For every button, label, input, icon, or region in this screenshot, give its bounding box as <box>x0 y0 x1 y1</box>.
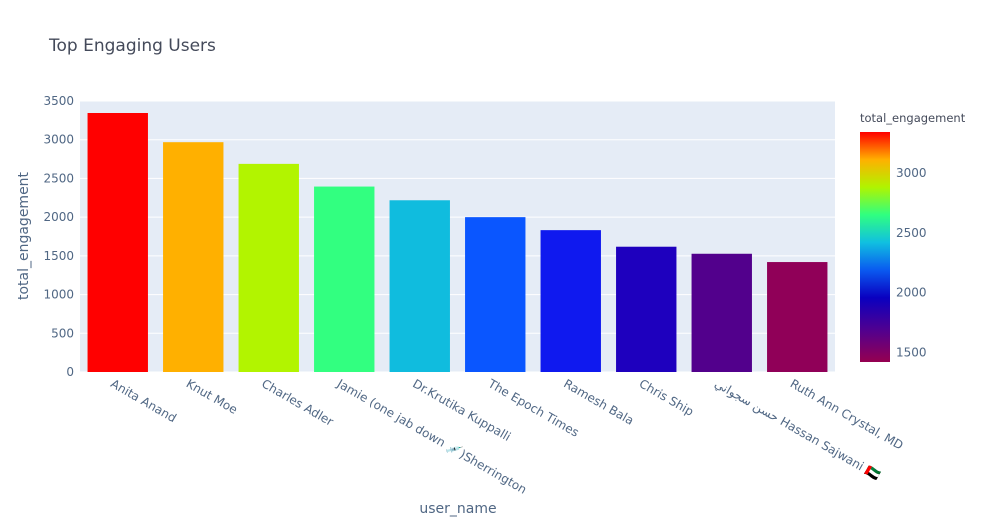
bars <box>87 113 828 372</box>
x-tick-label: Charles Adler <box>259 376 336 428</box>
x-tick-label: Knut Moe <box>184 376 240 416</box>
bar <box>87 113 148 372</box>
y-axis-title: total_engagement <box>16 171 32 300</box>
colorbar-tick-label: 1500 <box>896 345 927 359</box>
bar <box>616 246 677 372</box>
colorbar-tick-label: 2000 <box>896 286 927 300</box>
y-tick-label: 1000 <box>43 288 74 302</box>
bar <box>465 217 526 372</box>
bar <box>540 230 601 372</box>
y-tick-label: 2500 <box>43 171 74 185</box>
chart-title: Top Engaging Users <box>48 36 216 56</box>
bar <box>314 186 375 372</box>
colorbar-title: total_engagement <box>860 111 966 125</box>
x-tick-label: Ramesh Bala <box>561 376 636 427</box>
colorbar-tick-labels: 1500 2000 2500 3000 <box>896 166 927 359</box>
colorbar-tick-label: 3000 <box>896 166 927 180</box>
x-tick-label: Anita Anand <box>108 376 179 425</box>
colorbar <box>860 132 890 362</box>
y-tick-label: 1500 <box>43 249 74 263</box>
bar <box>691 253 752 372</box>
bar <box>238 163 299 372</box>
bar <box>767 262 828 372</box>
colorbar-tick-label: 2500 <box>896 226 927 240</box>
y-tick-labels: 0 500 1000 1500 2000 2500 3000 3500 <box>43 94 74 379</box>
y-tick-label: 3000 <box>43 133 74 147</box>
y-tick-label: 500 <box>51 326 74 340</box>
bar <box>389 200 450 372</box>
y-tick-label: 2000 <box>43 210 74 224</box>
x-tick-label: Chris Ship <box>637 376 696 418</box>
x-axis-title: user_name <box>419 501 496 517</box>
y-tick-label: 3500 <box>43 94 74 108</box>
bar <box>163 142 224 372</box>
y-tick-label: 0 <box>66 365 74 379</box>
